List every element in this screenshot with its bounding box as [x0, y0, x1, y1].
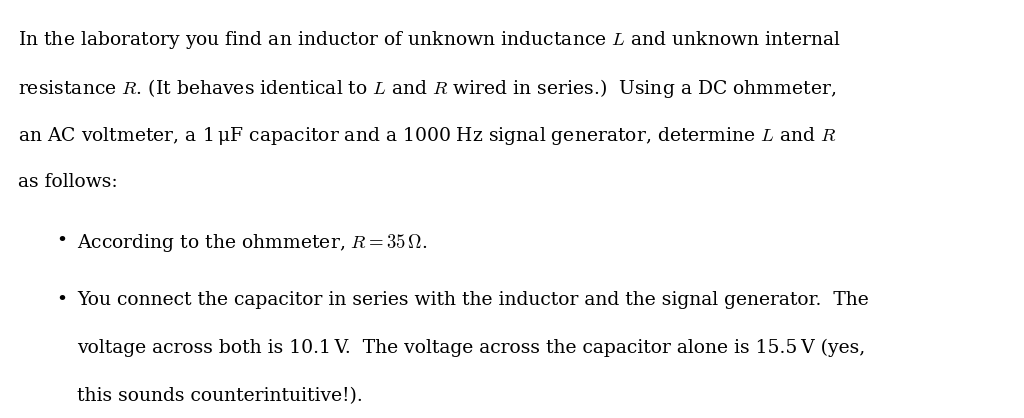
Text: as follows:: as follows:	[18, 173, 118, 191]
Text: •: •	[56, 291, 68, 308]
Text: You connect the capacitor in series with the inductor and the signal generator. : You connect the capacitor in series with…	[77, 291, 868, 308]
Text: In the laboratory you find an inductor of unknown inductance $L$ and unknown int: In the laboratory you find an inductor o…	[18, 29, 842, 51]
Text: resistance $R$. (It behaves identical to $L$ and $R$ wired in series.)  Using a : resistance $R$. (It behaves identical to…	[18, 77, 837, 100]
Text: voltage across both is 10.1 V.  The voltage across the capacitor alone is 15.5 V: voltage across both is 10.1 V. The volta…	[77, 339, 865, 357]
Text: •: •	[56, 232, 68, 250]
Text: this sounds counterintuitive!).: this sounds counterintuitive!).	[77, 387, 362, 405]
Text: an AC voltmeter, a 1 μF capacitor and a 1000 Hz signal generator, determine $L$ : an AC voltmeter, a 1 μF capacitor and a …	[18, 125, 838, 148]
Text: According to the ohmmeter, $R = 35\,\Omega$.: According to the ohmmeter, $R = 35\,\Ome…	[77, 232, 427, 254]
